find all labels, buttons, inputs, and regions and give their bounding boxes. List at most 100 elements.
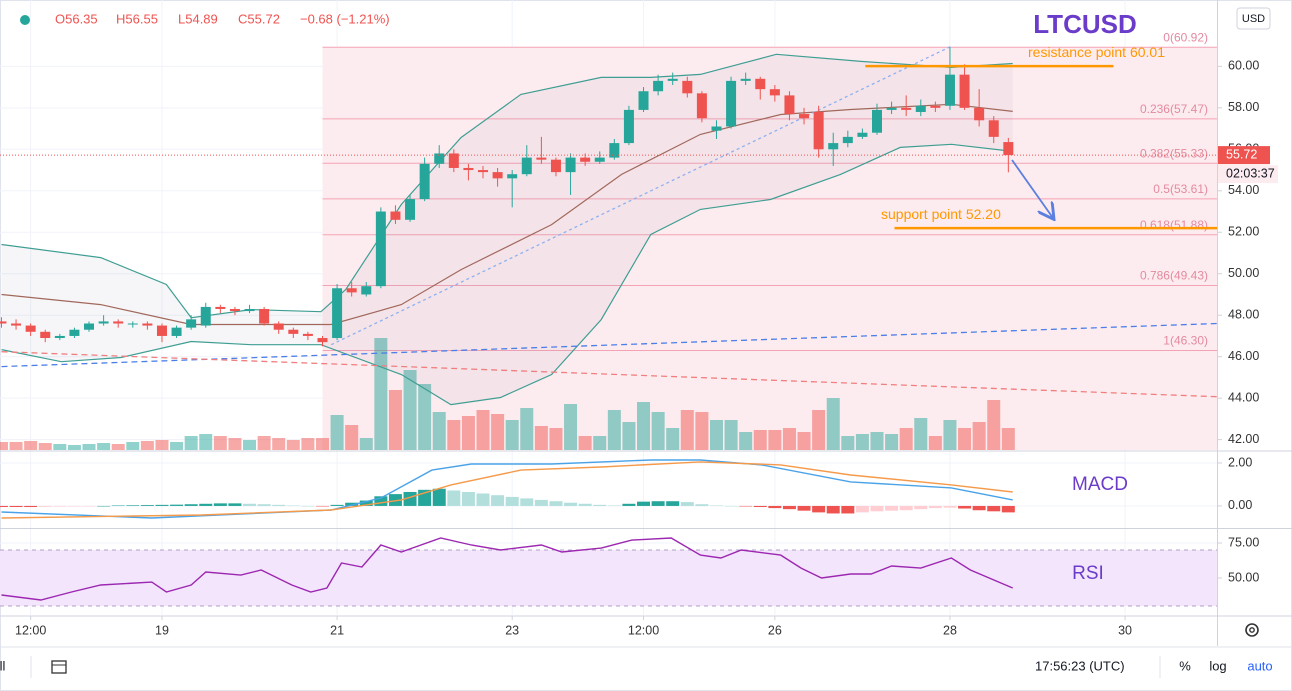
candle-body <box>901 107 912 110</box>
settings-icon[interactable] <box>1245 623 1259 637</box>
x-tick-label: 28 <box>943 623 957 637</box>
volume-bar <box>272 438 286 450</box>
candle-body <box>857 132 868 137</box>
macd-histogram-bar <box>826 505 840 514</box>
candle-body <box>696 93 707 119</box>
volume-bar <box>432 412 446 450</box>
y-tick-label: 52.00 <box>1228 225 1259 239</box>
candle-body <box>273 323 284 330</box>
macd-histogram-bar <box>155 504 169 506</box>
candle-body <box>653 80 664 92</box>
candle-body <box>478 170 489 173</box>
auto-toggle[interactable]: auto <box>1247 658 1272 673</box>
volume-bar <box>885 434 899 450</box>
volume-bar <box>111 444 125 450</box>
macd-title: MACD <box>1072 474 1128 495</box>
volume-bar <box>972 422 986 450</box>
x-tick-label: 21 <box>330 623 344 637</box>
candle-body <box>974 107 985 121</box>
x-tick-label: 19 <box>155 623 169 637</box>
macd-histogram-bar <box>885 505 899 511</box>
volume-bar <box>841 436 855 450</box>
macd-histogram-bar <box>97 505 111 507</box>
macd-histogram-bar <box>870 505 884 512</box>
x-tick-label: 12:00 <box>15 623 46 637</box>
pane: 0(60.92) 0.236(57.47) 0.382(55.33) 0.5(53.6… <box>0 30 1217 450</box>
range-all[interactable]: All <box>0 658 6 673</box>
macd-histogram-bar <box>637 501 651 506</box>
volume-bar <box>184 436 198 450</box>
percent-toggle[interactable]: % <box>1179 658 1191 673</box>
volume-bar <box>155 440 169 450</box>
ohlc-close: C55.72 <box>238 11 280 26</box>
fib-label: 0(60.92) <box>1163 30 1208 44</box>
volume-bar <box>680 410 694 450</box>
macd-histogram-bar <box>943 505 957 508</box>
candle-body <box>229 308 240 312</box>
volume-bar <box>564 404 578 450</box>
candle-body <box>944 74 955 106</box>
candle-body <box>799 114 810 119</box>
macd-histogram-bar <box>534 499 548 506</box>
volume-bar <box>928 436 942 450</box>
volume-bar <box>403 370 417 450</box>
macd-histogram-bar <box>520 498 534 506</box>
candle-body <box>623 109 634 144</box>
macd-histogram-bar <box>272 504 286 506</box>
candle-body <box>813 111 824 150</box>
log-toggle[interactable]: log <box>1209 658 1226 673</box>
volume-bar <box>9 442 23 450</box>
volume-bar <box>768 430 782 450</box>
macd-histogram-bar <box>199 503 213 506</box>
volume-bar <box>199 434 213 450</box>
candle-body <box>156 325 167 336</box>
volume-bar <box>388 390 402 450</box>
y-tick-label: 60.00 <box>1228 59 1259 73</box>
calendar-icon[interactable] <box>51 660 67 674</box>
currency-box[interactable] <box>1236 7 1271 30</box>
candle-body <box>536 157 547 160</box>
volume-bar <box>899 428 913 450</box>
y-tick-label: 50.00 <box>1228 570 1259 584</box>
volume-bar <box>140 441 154 450</box>
volume-bar <box>170 442 184 450</box>
volume-bar <box>418 384 432 450</box>
projection-arrow <box>1011 159 1053 218</box>
macd-histogram-bar <box>987 505 1001 512</box>
volume-bar <box>855 434 869 450</box>
y-tick-label: 75.00 <box>1228 535 1259 549</box>
macd-histogram-bar <box>461 491 475 506</box>
clock: 17:56:23 (UTC) <box>1035 658 1125 673</box>
macd-histogram-bar <box>578 503 592 506</box>
x-tick-label: 12:00 <box>628 623 659 637</box>
candle-body <box>828 143 839 150</box>
last-price-label: 55.72 <box>1226 147 1257 161</box>
volume-bar <box>739 432 753 450</box>
fib-background <box>322 47 1217 450</box>
macd-histogram-bar <box>257 504 271 506</box>
band-upper <box>1 53 1013 319</box>
candle-body <box>361 286 372 295</box>
macd-histogram-bar <box>301 505 315 507</box>
candle-body <box>98 321 109 324</box>
volume-bar <box>315 438 329 450</box>
y-tick-label: 54.00 <box>1228 183 1259 197</box>
macd-histogram-bar <box>768 505 782 509</box>
macd-histogram-bar <box>782 505 796 510</box>
fib-label: 0.618(51.88) <box>1140 218 1208 232</box>
macd-histogram-bar <box>53 505 67 507</box>
macd-histogram-bar <box>666 501 680 506</box>
macd-histogram-bar <box>359 500 373 506</box>
y-tick-label: 42.00 <box>1228 432 1259 446</box>
volume-bar <box>782 428 796 450</box>
macd-histogram-bar <box>243 503 257 506</box>
macd-histogram-bar <box>899 505 913 511</box>
macd-histogram-bar <box>1001 505 1015 513</box>
gear-ring <box>1245 623 1259 637</box>
volume-bar <box>709 420 723 450</box>
volume-bar <box>126 442 140 450</box>
plot-layer: 0(60.92) 0.236(57.47) 0.382(55.33) 0.5(53.6… <box>0 0 1278 637</box>
y-tick-label: 44.00 <box>1228 390 1259 404</box>
candle-body <box>638 91 649 110</box>
macd-histogram-bar <box>170 504 184 506</box>
